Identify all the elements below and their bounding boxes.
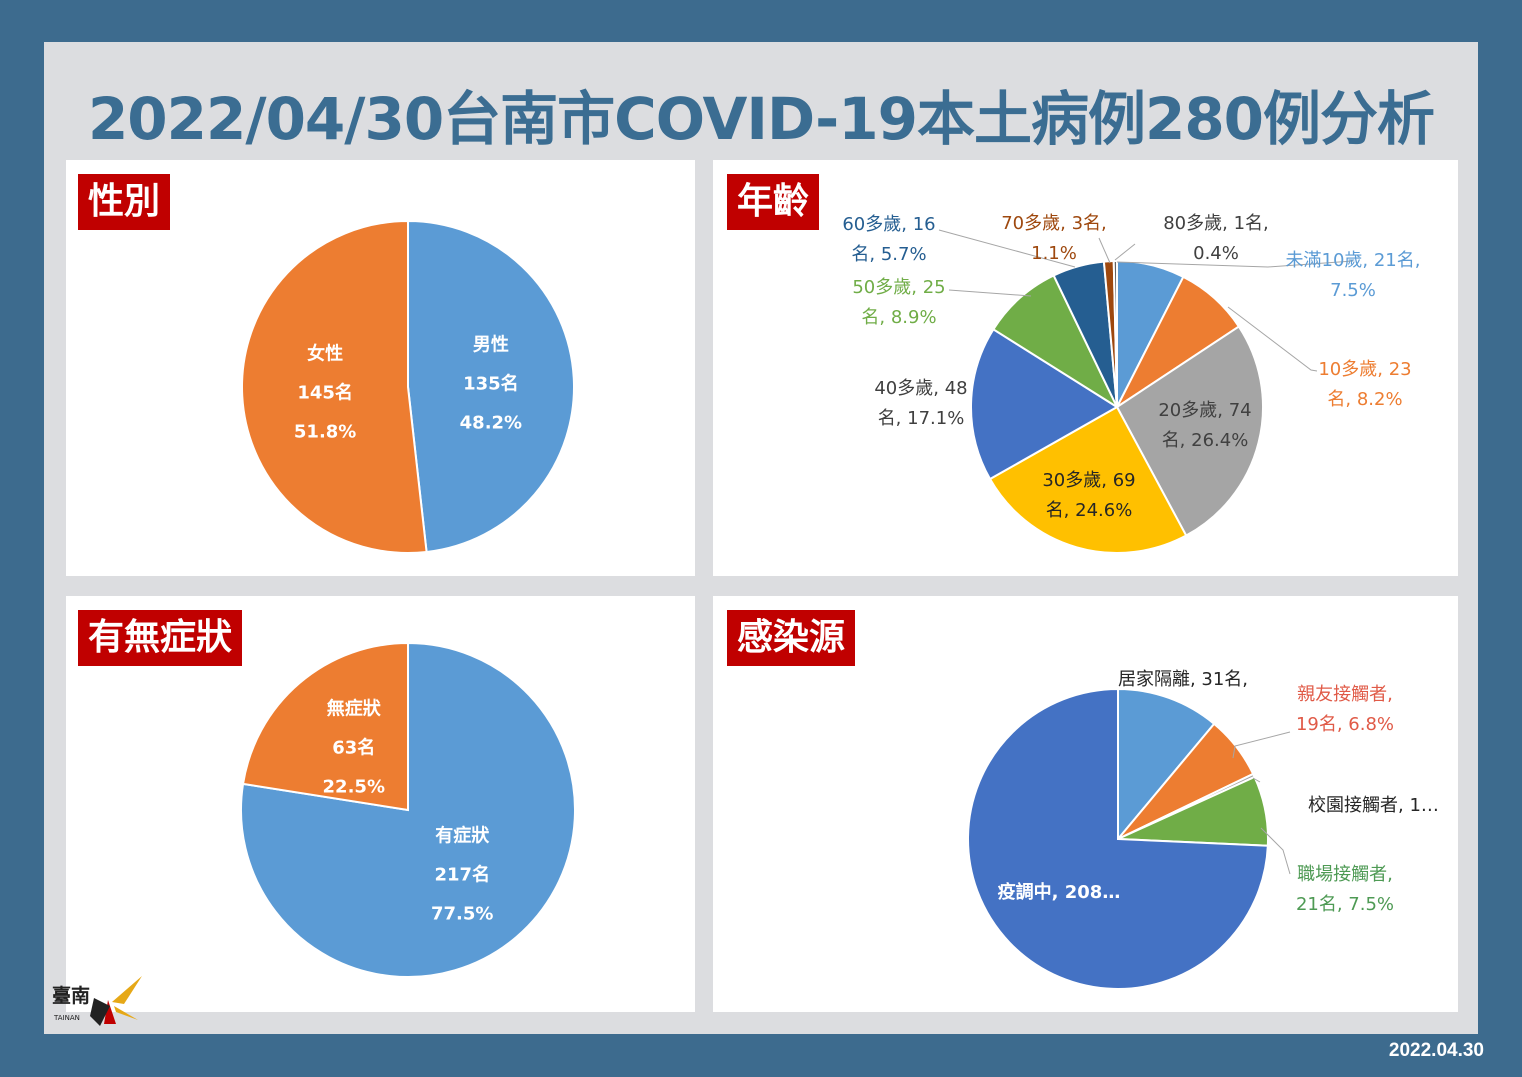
gender-chart-title: 性別 [78,174,171,230]
source-slice-2-label: 校園接觸者, 1… [1308,795,1439,816]
age-slice-1-label2: 名, 8.2% [1327,389,1402,410]
age-slice-4-label2: 名, 17.1% [878,408,965,429]
age-slice-4 [970,327,1119,481]
age-slice-3-label2: 名, 24.6% [1046,500,1133,521]
source-slice-2-leader-line [1252,777,1261,783]
date-stamp: 2022.04.30 [1388,1040,1484,1061]
age-slice-5-label: 50多歲, 25 [852,277,945,298]
age-slice-2-label2: 名, 26.4% [1162,430,1249,451]
age-slice-0-label2: 7.5% [1330,280,1376,301]
symptoms-slice-1-percent: 22.5% [323,777,385,798]
age-slice-4-label: 40多歲, 48 [874,378,967,399]
age-slice-6-label2: 名, 5.7% [851,244,926,265]
gender-slice-0 [407,219,575,554]
source-slice-4 [967,687,1269,990]
age-slice-2 [1115,325,1264,537]
source-slice-1-leader-line [1232,731,1291,759]
symptoms-pie-chart: 有症狀 217名 77.5% 無症狀 63名 22.5% [240,641,576,978]
symptoms-slice-0-count: 217名 [434,863,490,885]
source-slice-3-label: 職場接觸者, [1297,864,1393,885]
gender-pie-chart: 男性 135名 48.2% 女性 145名 51.8% [241,219,575,554]
source-chart-title: 感染源 [727,610,856,666]
source-chart-panel: 居家隔離, 31名, 親友接觸者, 19名, 6.8% 校園接觸者, 1… 職場接觸者,… [713,596,1458,1012]
source-pie-chart: 居家隔離, 31名, 親友接觸者, 19名, 6.8% 校園接觸者, 1… 職場接觸者,… [967,669,1439,990]
age-slice-8 [1112,259,1118,408]
age-chart-panel: 未滿10歲, 21名, 7.5% 10多歲, 23 名, 8.2% 20多歲, 74 名,… [713,160,1458,576]
age-slice-0-label: 未滿10歲, 21名, [1286,250,1421,271]
age-slice-3-label: 30多歲, 69 [1042,470,1135,491]
gender-slice-0-count: 135名 [463,372,519,394]
age-slice-8-leader-line [1114,243,1136,261]
gender-chart-panel: 男性 135名 48.2% 女性 145名 51.8% 性別 [66,160,695,576]
source-slice-1-label2: 19名, 6.8% [1296,714,1394,735]
source-slice-1-label: 親友接觸者, [1297,684,1393,705]
age-slice-2-label: 20多歲, 74 [1158,400,1251,421]
gender-slice-1-percent: 51.8% [294,422,356,443]
source-slice-0-label: 居家隔離, 31名, [1118,669,1248,690]
age-slice-7-label2: 1.1% [1031,243,1077,264]
gender-slice-1 [241,219,428,554]
gender-slice-1-count: 145名 [297,382,353,404]
tainan-logo: 臺南 TAINAN [52,976,142,1026]
age-slice-7-label: 70多歲, 3名, [1001,213,1107,234]
symptoms-slice-0-percent: 77.5% [431,903,493,924]
age-slice-8-label2: 0.4% [1193,243,1239,264]
gender-slice-1-label: 女性 [307,343,343,365]
age-slice-3 [988,405,1188,554]
age-slice-7-leader-line [1098,237,1111,264]
age-slice-0-leader-line [1116,260,1354,268]
page-title: 2022/04/30台南市COVID-19本土病例280例分析 [87,85,1435,153]
age-slice-8-label: 80多歲, 1名, [1163,213,1269,234]
source-slice-3-label2: 21名, 7.5% [1296,894,1394,915]
source-slice-3-leader-line [1260,827,1291,875]
age-slice-6-label: 60多歲, 16 [842,214,935,235]
symptoms-chart-title: 有無症狀 [78,610,243,666]
age-slice-5 [991,274,1120,410]
source-slice-4-label: 疫調中, 208… [998,881,1121,903]
age-pie-chart: 未滿10歲, 21名, 7.5% 10多歲, 23 名, 8.2% 20多歲, 74 名,… [842,213,1421,554]
age-slice-5-leader-line [948,289,1032,297]
symptoms-slice-0-label: 有症狀 [435,824,490,846]
logo-text: 臺南 [52,984,90,1007]
gender-slice-0-percent: 48.2% [460,412,522,433]
gender-slice-0-label: 男性 [473,333,509,355]
symptoms-slice-1-count: 63名 [332,737,375,759]
source-slice-0 [1117,687,1216,842]
logo-subtext: TAINAN [53,1014,80,1022]
age-chart-title: 年齡 [727,174,820,230]
age-slice-6-leader-line [938,229,1076,268]
symptoms-slice-1-label: 無症狀 [327,698,382,720]
age-slice-1-label: 10多歲, 23 [1318,359,1411,380]
age-slice-5-label2: 名, 8.9% [861,307,936,328]
symptoms-chart-panel: 有症狀 217名 77.5% 無症狀 63名 22.5% 有無症狀 [66,596,695,1012]
age-slice-1-leader-line [1227,306,1318,372]
symptoms-slice-1 [241,641,409,812]
